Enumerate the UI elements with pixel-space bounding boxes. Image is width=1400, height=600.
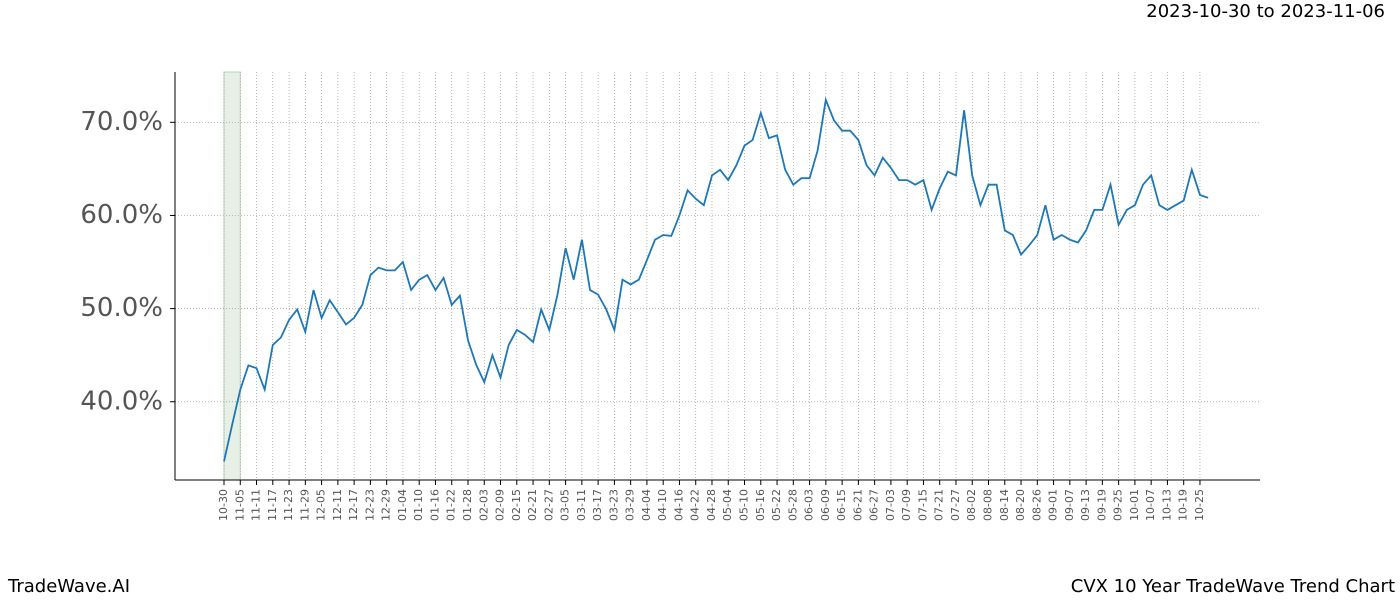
x-tick-label: 06-27 <box>868 489 881 521</box>
header-range: 2023-10-30 to 2023-11-06 <box>1146 1 1385 22</box>
highlight-region <box>223 71 241 481</box>
x-tick-label: 10-07 <box>1144 489 1157 521</box>
x-tick-label: 06-15 <box>835 489 848 521</box>
footer-brand: TradeWave.AI <box>7 576 130 597</box>
x-tick-label: 01-04 <box>396 489 409 521</box>
x-tick-label: 10-30 <box>217 489 230 521</box>
x-tick-label: 09-07 <box>1063 489 1076 521</box>
x-tick-label: 07-21 <box>933 489 946 521</box>
x-tick-label: 08-20 <box>1014 489 1027 521</box>
x-tick-label: 03-29 <box>624 489 637 521</box>
x-tick-label: 07-03 <box>884 489 897 521</box>
x-tick-label: 09-19 <box>1095 489 1108 521</box>
x-tick-label: 12-29 <box>380 489 393 521</box>
x-tick-label: 10-19 <box>1177 489 1190 521</box>
x-tick-label: 05-28 <box>786 489 799 521</box>
x-tick-label: 12-23 <box>363 489 376 521</box>
x-tick-label: 10-25 <box>1193 489 1206 521</box>
x-tick-label: 07-09 <box>900 489 913 521</box>
x-tick-label: 02-27 <box>542 489 555 521</box>
x-tick-label: 04-16 <box>672 489 685 521</box>
x-tick-label: 02-03 <box>477 489 490 521</box>
x-tick-label: 03-05 <box>559 489 572 521</box>
x-tick-label: 01-28 <box>461 489 474 521</box>
footer-chart-name: CVX 10 Year TradeWave Trend Chart <box>1071 576 1395 597</box>
x-tick-label: 04-04 <box>640 489 653 521</box>
y-tick-label: 60.0% <box>80 200 163 230</box>
x-tick-label: 04-28 <box>705 489 718 521</box>
y-tick-label: 40.0% <box>80 386 163 416</box>
x-tick-label: 01-10 <box>412 489 425 521</box>
x-tick-label: 08-14 <box>998 489 1011 521</box>
x-tick-label: 12-05 <box>315 489 328 521</box>
y-tick-label: 70.0% <box>80 107 163 137</box>
x-tick-label: 06-03 <box>803 489 816 521</box>
x-tick-label: 05-22 <box>770 489 783 521</box>
x-tick-label: 01-22 <box>445 489 458 521</box>
x-tick-label: 01-16 <box>428 489 441 521</box>
x-tick-label: 10-13 <box>1160 489 1173 521</box>
x-tick-label: 06-21 <box>851 489 864 521</box>
y-tick-label: 50.0% <box>80 293 163 323</box>
x-tick-label: 03-17 <box>591 489 604 521</box>
x-tick-label: 12-11 <box>331 489 344 521</box>
x-tick-label: 09-01 <box>1047 489 1060 521</box>
x-tick-label: 02-15 <box>510 489 523 521</box>
x-tick-label: 05-10 <box>738 489 751 521</box>
x-tick-label: 03-23 <box>607 489 620 521</box>
x-tick-label: 02-21 <box>526 489 539 521</box>
x-tick-label: 08-08 <box>982 489 995 521</box>
x-tick-label: 11-29 <box>298 489 311 521</box>
x-tick-label: 03-11 <box>575 489 588 521</box>
x-tick-label: 08-02 <box>965 489 978 521</box>
x-tick-label: 05-04 <box>721 489 734 521</box>
x-tick-label: 12-17 <box>347 489 360 521</box>
x-tick-label: 09-25 <box>1112 489 1125 521</box>
x-tick-label: 06-09 <box>819 489 832 521</box>
x-tick-label: 07-27 <box>949 489 962 521</box>
x-tick-label: 11-11 <box>250 489 263 521</box>
x-tick-label: 10-01 <box>1128 489 1141 521</box>
x-tick-label: 02-09 <box>494 489 507 521</box>
x-tick-label: 11-05 <box>233 489 246 521</box>
x-tick-label: 04-10 <box>656 489 669 521</box>
x-tick-label: 11-17 <box>266 489 279 521</box>
x-tick-label: 04-22 <box>689 489 702 521</box>
x-tick-label: 11-23 <box>282 489 295 521</box>
x-tick-label: 08-26 <box>1030 489 1043 521</box>
x-tick-label: 05-16 <box>754 489 767 521</box>
x-tick-label: 09-13 <box>1079 489 1092 521</box>
trend-line <box>223 96 1209 462</box>
x-tick-label: 07-15 <box>916 489 929 521</box>
